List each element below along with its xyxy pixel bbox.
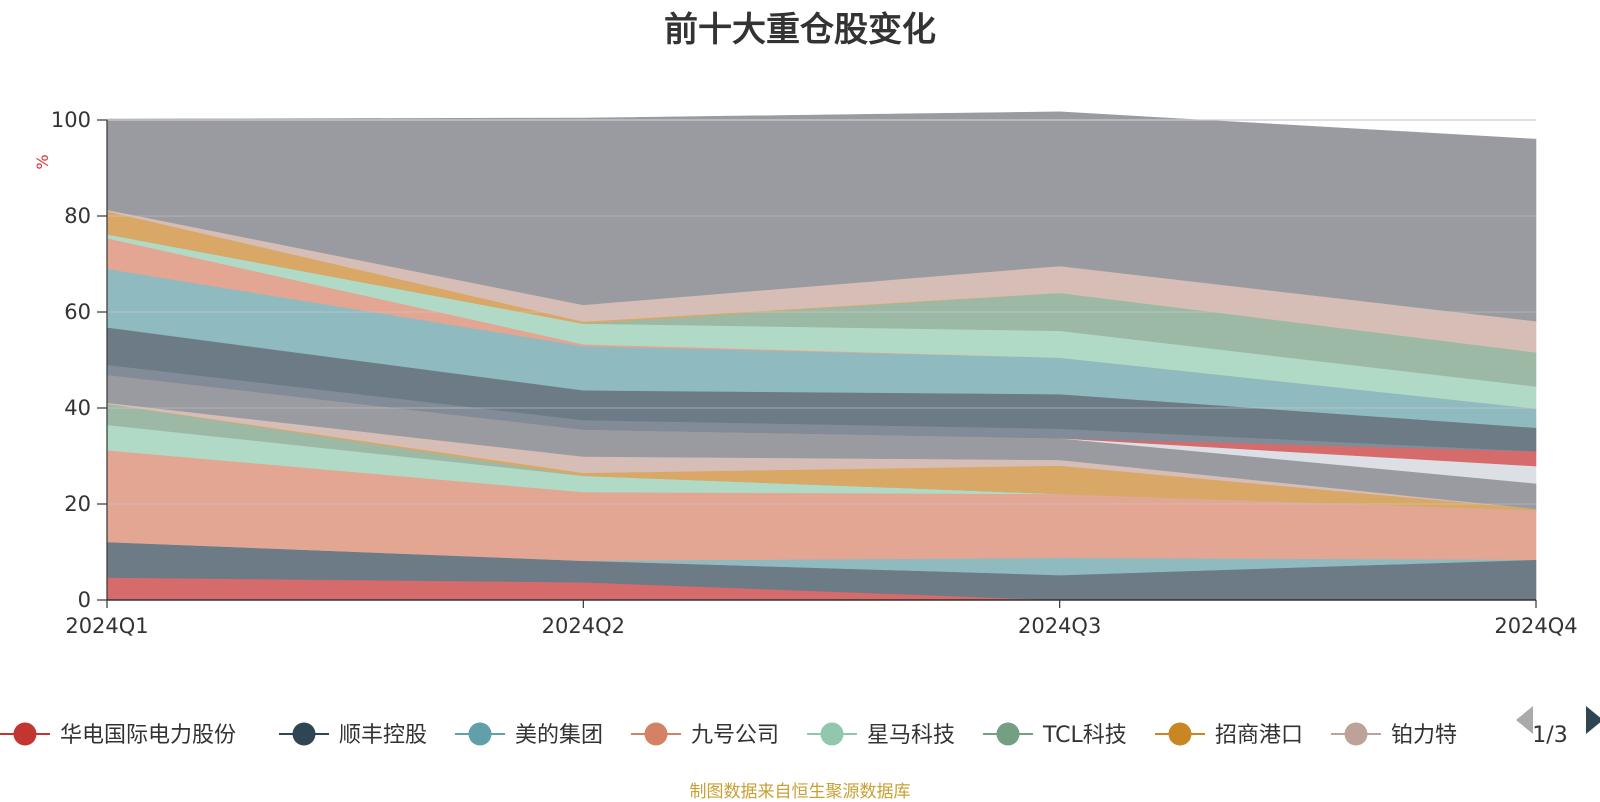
y-tick-label: 60 [64, 300, 91, 324]
legend-dot-icon [996, 722, 1020, 746]
legend-dot-icon [13, 722, 37, 746]
stacked-areas [106, 111, 1537, 601]
y-tick-label: 40 [64, 396, 91, 420]
x-tick-label: 2024Q1 [65, 614, 148, 638]
legend-item[interactable]: 华电国际电力股份 [0, 722, 236, 749]
grid-lines [107, 119, 1536, 505]
legend-label: 星马科技 [867, 723, 955, 748]
legend-next-page-icon[interactable] [1586, 706, 1600, 734]
x-tick-label: 2024Q3 [1018, 614, 1101, 638]
legend-item[interactable]: 美的集团 [455, 722, 603, 749]
legend-dot-icon [292, 722, 316, 746]
legend-item[interactable]: TCL科技 [983, 722, 1127, 749]
x-tick-label: 2024Q4 [1494, 614, 1577, 638]
legend-label: 华电国际电力股份 [60, 723, 236, 748]
area-series-19 [106, 111, 1537, 322]
y-tick-label: 0 [78, 588, 91, 612]
legend-dot-icon [468, 722, 492, 746]
legend-item[interactable]: 星马科技 [807, 722, 955, 749]
legend-label: 铂力特 [1391, 723, 1457, 748]
legend-dot-icon [1168, 722, 1192, 746]
chart-title: 前十大重仓股变化 [664, 10, 936, 50]
legend-item[interactable]: 招商港口 [1155, 722, 1303, 749]
legend-item[interactable]: 九号公司 [631, 722, 779, 749]
legend-label: TCL科技 [1042, 723, 1127, 748]
legend-dot-icon [820, 722, 844, 746]
legend: 华电国际电力股份 顺丰控股 美的集团 九号公司 星马科技 TCL科技 招商港口 铂力特 [0, 722, 1457, 749]
y-tick-label: 100 [51, 108, 91, 132]
y-tick-label: 80 [64, 204, 91, 228]
legend-dot-icon [1344, 722, 1368, 746]
legend-item[interactable]: 铂力特 [1331, 722, 1457, 749]
legend-page-indicator: 1/3 [1532, 723, 1567, 748]
y-axis-ticks: 0 20 40 60 80 100 [51, 108, 107, 612]
legend-prev-page-icon[interactable] [1516, 706, 1533, 734]
legend-label: 顺丰控股 [339, 723, 427, 748]
legend-item[interactable]: 顺丰控股 [279, 722, 427, 749]
y-axis-unit-label: % [33, 154, 52, 169]
axes [106, 120, 1536, 601]
x-tick-label: 2024Q2 [542, 614, 625, 638]
legend-dot-icon [644, 722, 668, 746]
legend-label: 美的集团 [515, 723, 603, 748]
x-axis-ticks: 2024Q1 2024Q2 2024Q3 2024Q4 [65, 600, 1578, 638]
legend-label: 九号公司 [691, 723, 779, 748]
data-source-note: 制图数据来自恒生聚源数据库 [689, 782, 911, 802]
legend-pager: 1/3 [1516, 706, 1600, 748]
y-tick-label: 20 [64, 492, 91, 516]
legend-label: 招商港口 [1215, 723, 1303, 748]
